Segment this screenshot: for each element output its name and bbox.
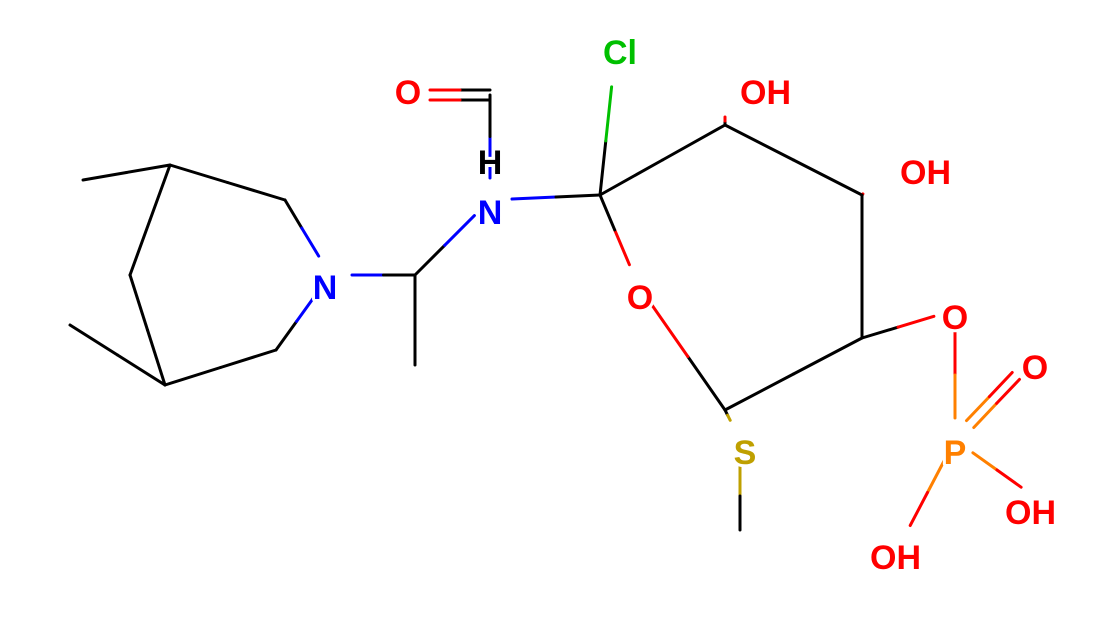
- bond: [285, 200, 302, 228]
- bond: [989, 373, 1012, 397]
- bond: [928, 460, 945, 493]
- bond: [130, 220, 150, 275]
- bond: [83, 173, 127, 181]
- bond: [725, 374, 794, 410]
- atom-label-oh_right: OH: [900, 154, 951, 192]
- bond: [150, 165, 170, 220]
- bond: [967, 397, 990, 421]
- bonds-layer: [70, 87, 1021, 530]
- molecule-canvas: ClOHNNOHOHOSOPOOHOH: [0, 0, 1109, 623]
- bond: [997, 470, 1021, 487]
- bond: [228, 183, 286, 201]
- bond: [862, 327, 898, 338]
- bond: [973, 453, 997, 470]
- bond: [974, 403, 997, 427]
- atom-label-cl: Cl: [603, 34, 637, 72]
- bond: [130, 275, 148, 330]
- bond: [512, 197, 556, 199]
- atom-label-o_p_dbl: O: [1022, 349, 1048, 387]
- bond: [794, 338, 863, 374]
- bond: [70, 325, 118, 355]
- bond: [170, 165, 228, 183]
- atom-label-p: P: [944, 434, 967, 472]
- bond: [728, 415, 731, 420]
- bond: [615, 230, 630, 265]
- atom-label-n_ring: N: [313, 269, 338, 307]
- atom-label-o_ring: O: [627, 279, 653, 317]
- atom-label-o_p_oh1: OH: [1005, 494, 1056, 532]
- bond: [415, 245, 445, 275]
- atom-label-oh_top: OH: [740, 74, 791, 112]
- bond: [302, 228, 319, 256]
- bond: [276, 321, 297, 350]
- bond: [725, 125, 794, 160]
- bond: [445, 216, 475, 246]
- bond: [127, 165, 171, 173]
- bond: [600, 195, 615, 230]
- bond: [663, 125, 726, 160]
- labels-layer: ClOHNNOHOHOSOPOOHOH: [313, 34, 1056, 577]
- atom-label-o_p_oh2: OH: [870, 539, 921, 577]
- bond: [600, 160, 663, 195]
- bond: [165, 368, 221, 386]
- bond: [651, 303, 688, 356]
- atom-label-o_p_bridge: O: [942, 299, 968, 337]
- atom-label-o_amide: O: [395, 74, 421, 112]
- bond: [221, 350, 277, 368]
- bond: [688, 357, 725, 411]
- atom-label-n_amide: N: [478, 194, 503, 232]
- atom-label-s: S: [734, 434, 757, 472]
- bond: [556, 195, 600, 197]
- bond: [910, 493, 927, 526]
- bond: [997, 379, 1020, 403]
- bond: [606, 87, 612, 141]
- bond: [794, 160, 863, 195]
- atom-label-n_amide_H: H: [478, 144, 503, 182]
- bond: [898, 316, 934, 327]
- bond: [600, 141, 606, 195]
